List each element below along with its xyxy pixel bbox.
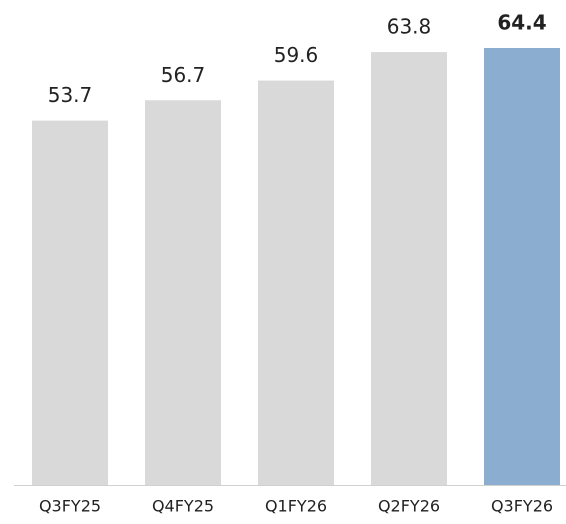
value-label: 64.4 xyxy=(497,11,546,35)
value-label: 63.8 xyxy=(387,15,432,39)
bar xyxy=(484,48,560,485)
x-tick-label: Q3FY25 xyxy=(39,497,101,516)
x-tick-label: Q3FY26 xyxy=(491,497,553,516)
value-label: 53.7 xyxy=(48,83,93,107)
bar xyxy=(145,100,221,485)
x-tick-label: Q2FY26 xyxy=(378,497,440,516)
bar xyxy=(32,120,108,485)
bar xyxy=(371,52,447,485)
value-label: 59.6 xyxy=(274,43,319,67)
value-label: 56.7 xyxy=(161,63,206,87)
bar xyxy=(258,80,334,486)
x-tick-label: Q4FY25 xyxy=(152,497,214,516)
x-tick-label: Q1FY26 xyxy=(265,497,327,516)
